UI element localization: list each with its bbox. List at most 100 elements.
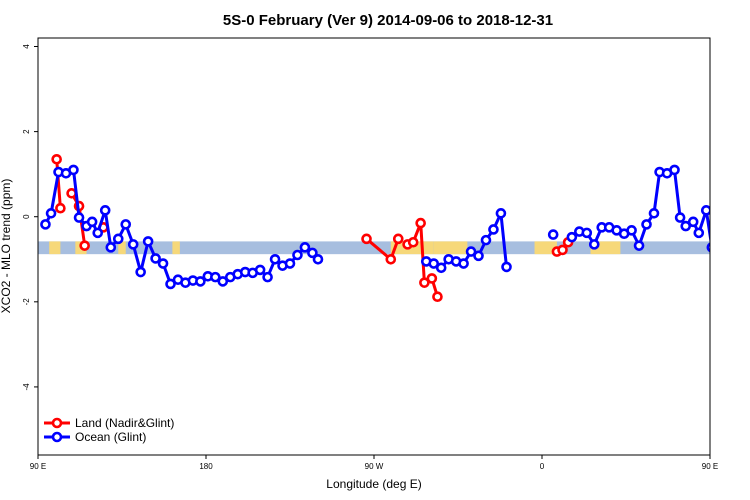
land-band-segment (534, 241, 557, 255)
data-point (428, 258, 440, 269)
x-axis: 90 E 180 90 W 0 90 E (30, 455, 718, 471)
legend-marker (51, 417, 63, 429)
legend: Land (Nadir&Glint)Ocean (Glint) (44, 416, 174, 444)
data-point (501, 261, 512, 273)
series-line (744, 193, 750, 245)
data-point (307, 247, 318, 259)
data-point (723, 220, 731, 228)
data-point (715, 235, 723, 243)
data-point (566, 231, 578, 243)
data-point (254, 264, 266, 276)
data-point (86, 216, 98, 228)
legend-label: Land (Nadir&Glint) (75, 416, 174, 430)
land-band-segment (49, 241, 61, 255)
data-point (99, 205, 111, 216)
x-tick-label: 90 W (365, 462, 384, 471)
x-tick-label: 180 (199, 462, 213, 471)
data-point (73, 212, 85, 223)
data-point (648, 208, 660, 219)
data-point (669, 164, 680, 176)
data-point (79, 240, 90, 251)
data-point (150, 253, 161, 264)
data-point (740, 189, 748, 197)
data-point (473, 250, 484, 262)
data-point (641, 219, 652, 230)
data-point (45, 208, 57, 219)
data-point (299, 242, 311, 253)
data-point (480, 234, 492, 246)
x-axis-label: Longitude (deg E) (326, 477, 421, 491)
legend-marker (51, 431, 63, 443)
data-point (361, 233, 372, 245)
data-point (135, 266, 146, 278)
data-point (195, 276, 206, 287)
data-point (66, 188, 77, 199)
data-point (626, 225, 637, 236)
data-point (120, 219, 132, 230)
data-point (581, 227, 593, 239)
data-point (217, 276, 229, 287)
data-point (415, 217, 426, 229)
data-point (407, 236, 419, 248)
land-band-segment (433, 241, 468, 255)
data-point (738, 268, 746, 276)
data-point (157, 258, 169, 269)
land-band-segment (118, 241, 126, 255)
data-point (674, 212, 686, 223)
data-point (269, 253, 281, 265)
data-point (284, 258, 296, 269)
data-point (426, 273, 438, 284)
data-point (262, 271, 273, 283)
data-point (680, 220, 692, 232)
data-point (385, 253, 397, 265)
data-point (435, 262, 447, 274)
data-point (51, 153, 62, 165)
land-band-segment (172, 241, 180, 255)
data-point (588, 239, 600, 250)
x-tick-label: 0 (540, 462, 545, 471)
y-tick-label: -2 (22, 298, 31, 306)
data-point (312, 253, 324, 265)
legend-label: Ocean (Glint) (75, 430, 146, 444)
data-point (142, 236, 154, 247)
data-point (419, 277, 430, 288)
data-point (730, 240, 738, 248)
data-point (488, 224, 499, 235)
data-point (165, 278, 176, 290)
data-point (557, 244, 568, 256)
data-point (392, 233, 404, 245)
data-point (706, 242, 710, 253)
series-0 (51, 153, 750, 303)
data-point (432, 291, 443, 303)
y-tick-label: 0 (22, 214, 31, 219)
y-tick-label: 4 (22, 44, 31, 49)
data-point (547, 229, 559, 240)
data-point (210, 271, 221, 283)
data-point (55, 202, 66, 214)
data-point (725, 155, 733, 163)
plot-area (38, 153, 750, 303)
x-tick-label: 90 E (30, 462, 46, 471)
data-point (292, 249, 303, 261)
series-1 (40, 164, 746, 290)
data-point (68, 164, 79, 176)
series-line (729, 159, 733, 208)
data-point (700, 205, 710, 216)
data-point (127, 239, 139, 250)
data-point (693, 227, 705, 239)
data-point (687, 216, 699, 228)
y-axis-label: XCO2 - MLO trend (ppm) (0, 179, 13, 314)
data-point (40, 219, 51, 230)
data-point (495, 208, 507, 219)
data-point (458, 258, 469, 269)
x-tick-label: 90 E (702, 462, 718, 471)
data-point (112, 233, 124, 245)
y-axis: 4 2 0 -2 -4 (22, 44, 38, 391)
y-tick-label: -4 (22, 383, 31, 391)
data-point (633, 240, 645, 251)
data-point (728, 204, 736, 212)
data-point (105, 242, 117, 253)
series-line (571, 168, 710, 248)
